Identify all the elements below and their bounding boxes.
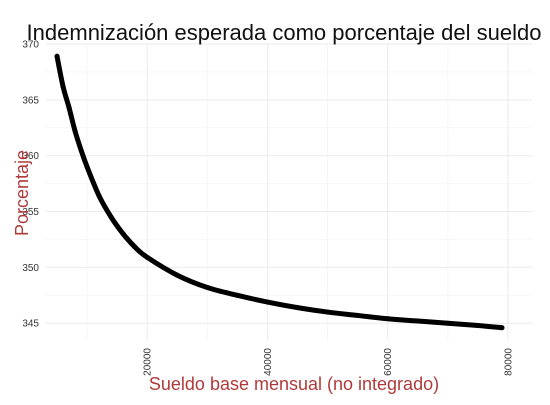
data-point — [475, 322, 481, 328]
x-tick-label: 40000 — [263, 348, 274, 376]
x-tick-label: 60000 — [383, 348, 394, 376]
data-point — [84, 164, 90, 170]
series-layer — [54, 53, 505, 331]
data-point — [445, 320, 451, 326]
data-point — [132, 244, 138, 250]
data-point — [385, 316, 391, 322]
data-point — [415, 318, 421, 324]
y-tick-label: 360 — [22, 151, 39, 162]
x-tick-label: 20000 — [143, 348, 154, 376]
data-point — [325, 309, 331, 315]
data-point — [355, 312, 361, 318]
data-point — [174, 272, 180, 278]
data-point — [72, 128, 78, 134]
x-axis-title: Sueldo base mensual (no integrado) — [149, 374, 439, 394]
data-point — [144, 254, 150, 260]
y-tick-label: 365 — [22, 95, 39, 106]
data-point — [234, 292, 240, 298]
data-point — [204, 285, 210, 291]
data-point — [60, 83, 66, 89]
y-axis-title: Porcentaje — [12, 150, 32, 236]
y-tick-label: 345 — [22, 319, 39, 330]
data-point — [96, 193, 102, 199]
data-point — [54, 53, 60, 59]
x-tick-label: 80000 — [503, 348, 514, 376]
data-point — [78, 147, 84, 153]
tick-layer: 345 350 355 360 365 370 20000 40000 60000 80000 — [22, 40, 514, 376]
y-tick-label: 350 — [22, 263, 39, 274]
grid-layer — [45, 43, 532, 340]
chart-title: Indemnización esperada como porcentaje d… — [27, 20, 542, 45]
data-point — [108, 214, 114, 220]
data-point — [295, 305, 301, 311]
series-line — [54, 53, 505, 331]
data-point — [120, 231, 126, 237]
data-point — [66, 105, 72, 111]
data-point — [264, 299, 270, 305]
y-tick-label: 355 — [22, 207, 39, 218]
y-tick-label: 370 — [22, 40, 39, 51]
data-point — [499, 325, 505, 331]
